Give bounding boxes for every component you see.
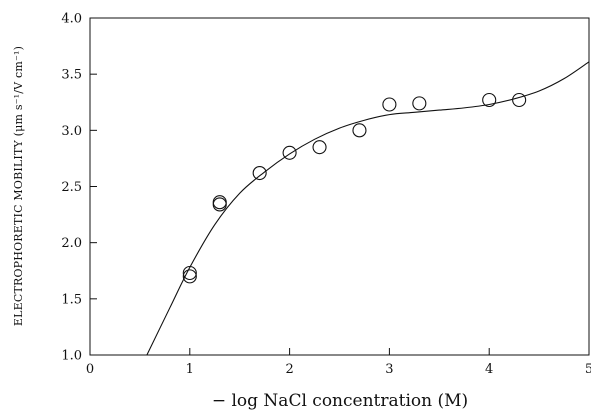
y-tick-label: 3.5 (61, 68, 82, 83)
marks-layer (146, 61, 590, 356)
y-tick-label: 3.0 (61, 124, 82, 139)
y-axis-title: ELECTROPHORETIC MOBILITY (μm s⁻¹/V cm⁻¹) (12, 46, 25, 326)
y-tick-label: 2.5 (61, 180, 82, 195)
y-tick-label: 1.5 (61, 292, 82, 307)
y-tick-label: 2.0 (61, 236, 82, 251)
data-point (252, 165, 267, 181)
plot-frame (89, 17, 590, 356)
fit-curve (146, 61, 590, 356)
data-point (482, 92, 497, 108)
data-point (382, 97, 397, 112)
x-tick-label: 2 (285, 362, 293, 377)
data-point (282, 145, 297, 160)
ticks-layer: 0 1 2 3 4 5 1.0 1.5 2.0 2.5 3.0 3.5 4.0 (61, 12, 591, 378)
data-point (352, 123, 367, 138)
data-point (412, 96, 427, 111)
data-point (182, 269, 197, 284)
x-tick-label: 0 (86, 362, 94, 377)
x-tick-label: 5 (585, 362, 591, 377)
y-tick-label: 1.0 (61, 349, 82, 364)
data-point (182, 265, 197, 281)
x-tick-label: 1 (186, 362, 194, 377)
x-tick-label: 4 (485, 362, 493, 377)
data-point (312, 140, 327, 155)
y-tick-label: 4.0 (61, 12, 82, 27)
data-point (512, 92, 527, 108)
data-point (212, 195, 227, 210)
x-axis-title: − log NaCl concentration (M) (212, 391, 468, 411)
x-tick-label: 3 (385, 362, 393, 377)
